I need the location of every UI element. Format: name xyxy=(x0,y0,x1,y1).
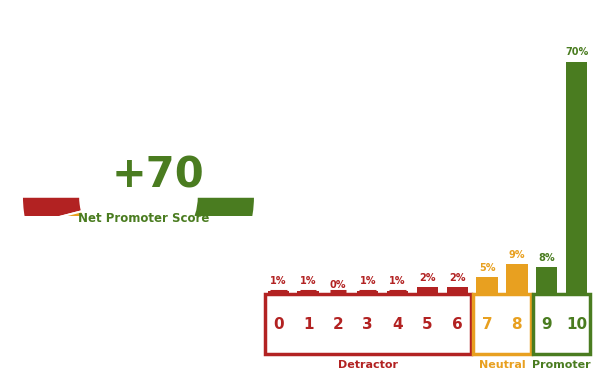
Text: 1%: 1% xyxy=(389,276,406,286)
Wedge shape xyxy=(25,211,93,271)
Text: 78%: 78% xyxy=(129,97,159,110)
Wedge shape xyxy=(49,197,255,313)
Bar xyxy=(506,264,528,294)
Text: 0: 0 xyxy=(273,317,284,333)
Text: 8: 8 xyxy=(512,317,522,333)
Bar xyxy=(357,291,379,294)
Text: 0%: 0% xyxy=(330,280,346,289)
Bar xyxy=(387,291,408,294)
FancyBboxPatch shape xyxy=(473,294,530,354)
Text: Detractor: Detractor xyxy=(338,360,398,370)
Bar xyxy=(447,287,468,294)
Text: 1%: 1% xyxy=(300,276,316,286)
Text: 9: 9 xyxy=(541,317,552,333)
Text: 5: 5 xyxy=(422,317,433,333)
Text: 1%: 1% xyxy=(270,276,287,286)
Text: Net Promoter Score: Net Promoter Score xyxy=(78,212,209,224)
Text: 4: 4 xyxy=(393,317,403,333)
Text: 9%: 9% xyxy=(509,250,525,260)
Text: 7: 7 xyxy=(482,317,492,333)
Text: 8%: 8% xyxy=(22,173,43,186)
Text: 14%: 14% xyxy=(39,137,69,150)
Bar xyxy=(297,291,319,294)
Text: 6: 6 xyxy=(452,317,462,333)
Bar xyxy=(417,287,438,294)
Text: 1: 1 xyxy=(303,317,313,333)
Text: 10: 10 xyxy=(566,317,587,333)
Text: 5%: 5% xyxy=(479,263,495,273)
Bar xyxy=(476,277,498,294)
Wedge shape xyxy=(22,197,82,226)
Text: 1%: 1% xyxy=(359,276,376,286)
Text: Promoter: Promoter xyxy=(532,360,591,370)
Bar xyxy=(267,291,289,294)
Text: 2%: 2% xyxy=(419,273,436,283)
Text: 2%: 2% xyxy=(449,273,465,283)
Text: Neutral: Neutral xyxy=(479,360,526,370)
Bar xyxy=(536,268,557,294)
Text: 3: 3 xyxy=(362,317,373,333)
FancyBboxPatch shape xyxy=(533,294,591,354)
FancyBboxPatch shape xyxy=(264,294,471,354)
Text: 2: 2 xyxy=(332,317,343,333)
Text: 70%: 70% xyxy=(565,47,588,58)
Text: 8%: 8% xyxy=(538,253,555,263)
Text: +70: +70 xyxy=(111,154,204,196)
Bar xyxy=(566,62,588,294)
